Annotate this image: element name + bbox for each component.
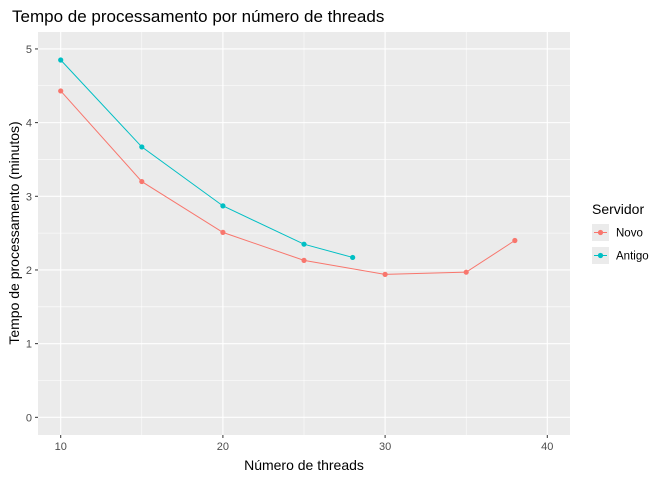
data-point-antigo (139, 144, 145, 150)
legend-label-antigo: Antigo (616, 251, 649, 263)
x-axis-title: Número de threads (244, 457, 364, 473)
x-tick-label: 30 (379, 441, 391, 453)
data-point-novo (512, 237, 518, 244)
grid-minor (38, 32, 570, 435)
data-point-novo (139, 178, 145, 185)
x-tick-label: 20 (217, 441, 229, 453)
data-point-novo (58, 88, 64, 94)
data-point-novo (301, 257, 307, 263)
data-point-antigo (350, 254, 356, 261)
legend-key-point-novo (597, 229, 604, 236)
chart-title: Tempo de processamento por número de thr… (12, 7, 384, 26)
legend-label-novo: Novo (616, 228, 643, 240)
data-point-antigo (58, 57, 64, 63)
y-tick-label: 2 (26, 265, 32, 277)
legend-title: Servidor (592, 201, 644, 217)
data-point-antigo (220, 203, 226, 209)
legend: Servidor Novo Antigo (592, 201, 649, 264)
x-axis: 10 20 30 40 (55, 435, 553, 453)
x-tick-label: 40 (541, 441, 553, 453)
legend-key-point-antigo (597, 252, 604, 259)
y-tick-label: 4 (26, 118, 32, 130)
y-tick-label: 3 (26, 191, 32, 203)
y-tick-label: 0 (26, 412, 32, 424)
data-point-novo (382, 271, 388, 277)
x-tick-label: 10 (55, 441, 67, 453)
y-axis: 0 1 2 3 4 5 (26, 44, 38, 424)
data-point-novo (463, 269, 469, 275)
legend-items: Novo Antigo (592, 224, 649, 264)
y-axis-title: Tempo de processamento (minutos) (6, 121, 22, 344)
data-point-novo (220, 229, 226, 235)
series-layer (58, 57, 518, 277)
data-point-antigo (301, 241, 307, 247)
y-tick-label: 5 (26, 44, 32, 56)
y-tick-label: 1 (26, 339, 32, 351)
